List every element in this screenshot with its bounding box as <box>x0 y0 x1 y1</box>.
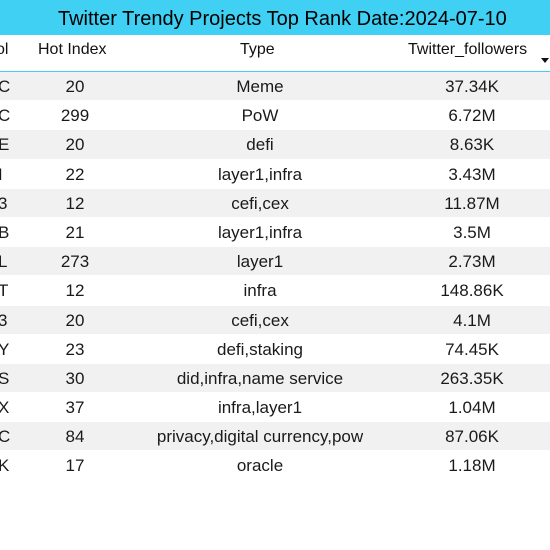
symbol-cell: B <box>0 222 10 242</box>
symbol-cell: E <box>0 135 10 155</box>
title-bar: Twitter Trendy Projects Top Rank Date:20… <box>0 0 550 35</box>
table-row[interactable]: T 12 infra 148.86K <box>0 276 550 306</box>
symbol-cell: 3 <box>0 310 8 330</box>
column-header-symbol[interactable]: ol <box>0 41 9 58</box>
symbol-cell: K <box>0 456 10 476</box>
symbol-cell: T <box>0 281 9 301</box>
table-row[interactable]: C 20 Meme 37.34K <box>0 72 550 102</box>
table-row[interactable]: I 22 layer1,infra 3.43M <box>0 159 550 189</box>
table-row[interactable]: S 30 did,infra,name service 263.35K <box>0 363 550 394</box>
table-row[interactable]: 3 20 cefi,cex 4.1M <box>0 305 550 335</box>
table-row[interactable]: C 84 privacy,digital currency,pow 87.06K <box>0 422 550 452</box>
table-row[interactable]: Y 23 defi,staking 74.45K <box>0 334 550 364</box>
symbol-cell: C <box>0 77 11 96</box>
page-title: Twitter Trendy Projects Top Rank Date:20… <box>58 8 507 30</box>
table-row[interactable]: X 37 infra,layer1 1.04M <box>0 393 550 423</box>
table-row[interactable]: 3 12 cefi,cex 11.87M <box>0 188 550 218</box>
symbol-cell: Y <box>0 339 10 359</box>
table-row[interactable]: L 273 layer1 2.73M <box>0 247 550 277</box>
symbol-cell: 3 <box>0 193 8 213</box>
table-row[interactable]: E 20 defi 8.63K <box>0 130 550 160</box>
symbol-cell: L <box>0 252 8 272</box>
table-body: C 20 Meme 37.34K C 299 PoW 6.72M E 20 defi 8.63K I 22… <box>0 72 550 481</box>
column-header-twitter-followers[interactable]: Twitter_followers <box>408 41 528 58</box>
table-row[interactable]: B 21 layer1,infra 3.5M <box>0 217 550 248</box>
column-header-type[interactable]: Type <box>240 41 275 58</box>
sort-descending-icon[interactable] <box>541 58 549 63</box>
table-row[interactable]: C 299 PoW 6.72M <box>0 101 550 131</box>
symbol-cell: I <box>0 164 3 184</box>
table-header: ol Hot Index Type Twitter_followers <box>0 35 550 72</box>
table-row[interactable]: K 17 oracle 1.18M <box>0 451 550 481</box>
symbol-cell: C <box>0 106 11 126</box>
symbol-cell: S <box>0 368 10 388</box>
symbol-cell: C <box>0 427 11 447</box>
symbol-cell: X <box>0 398 10 418</box>
column-header-hot-index[interactable]: Hot Index <box>38 41 107 58</box>
